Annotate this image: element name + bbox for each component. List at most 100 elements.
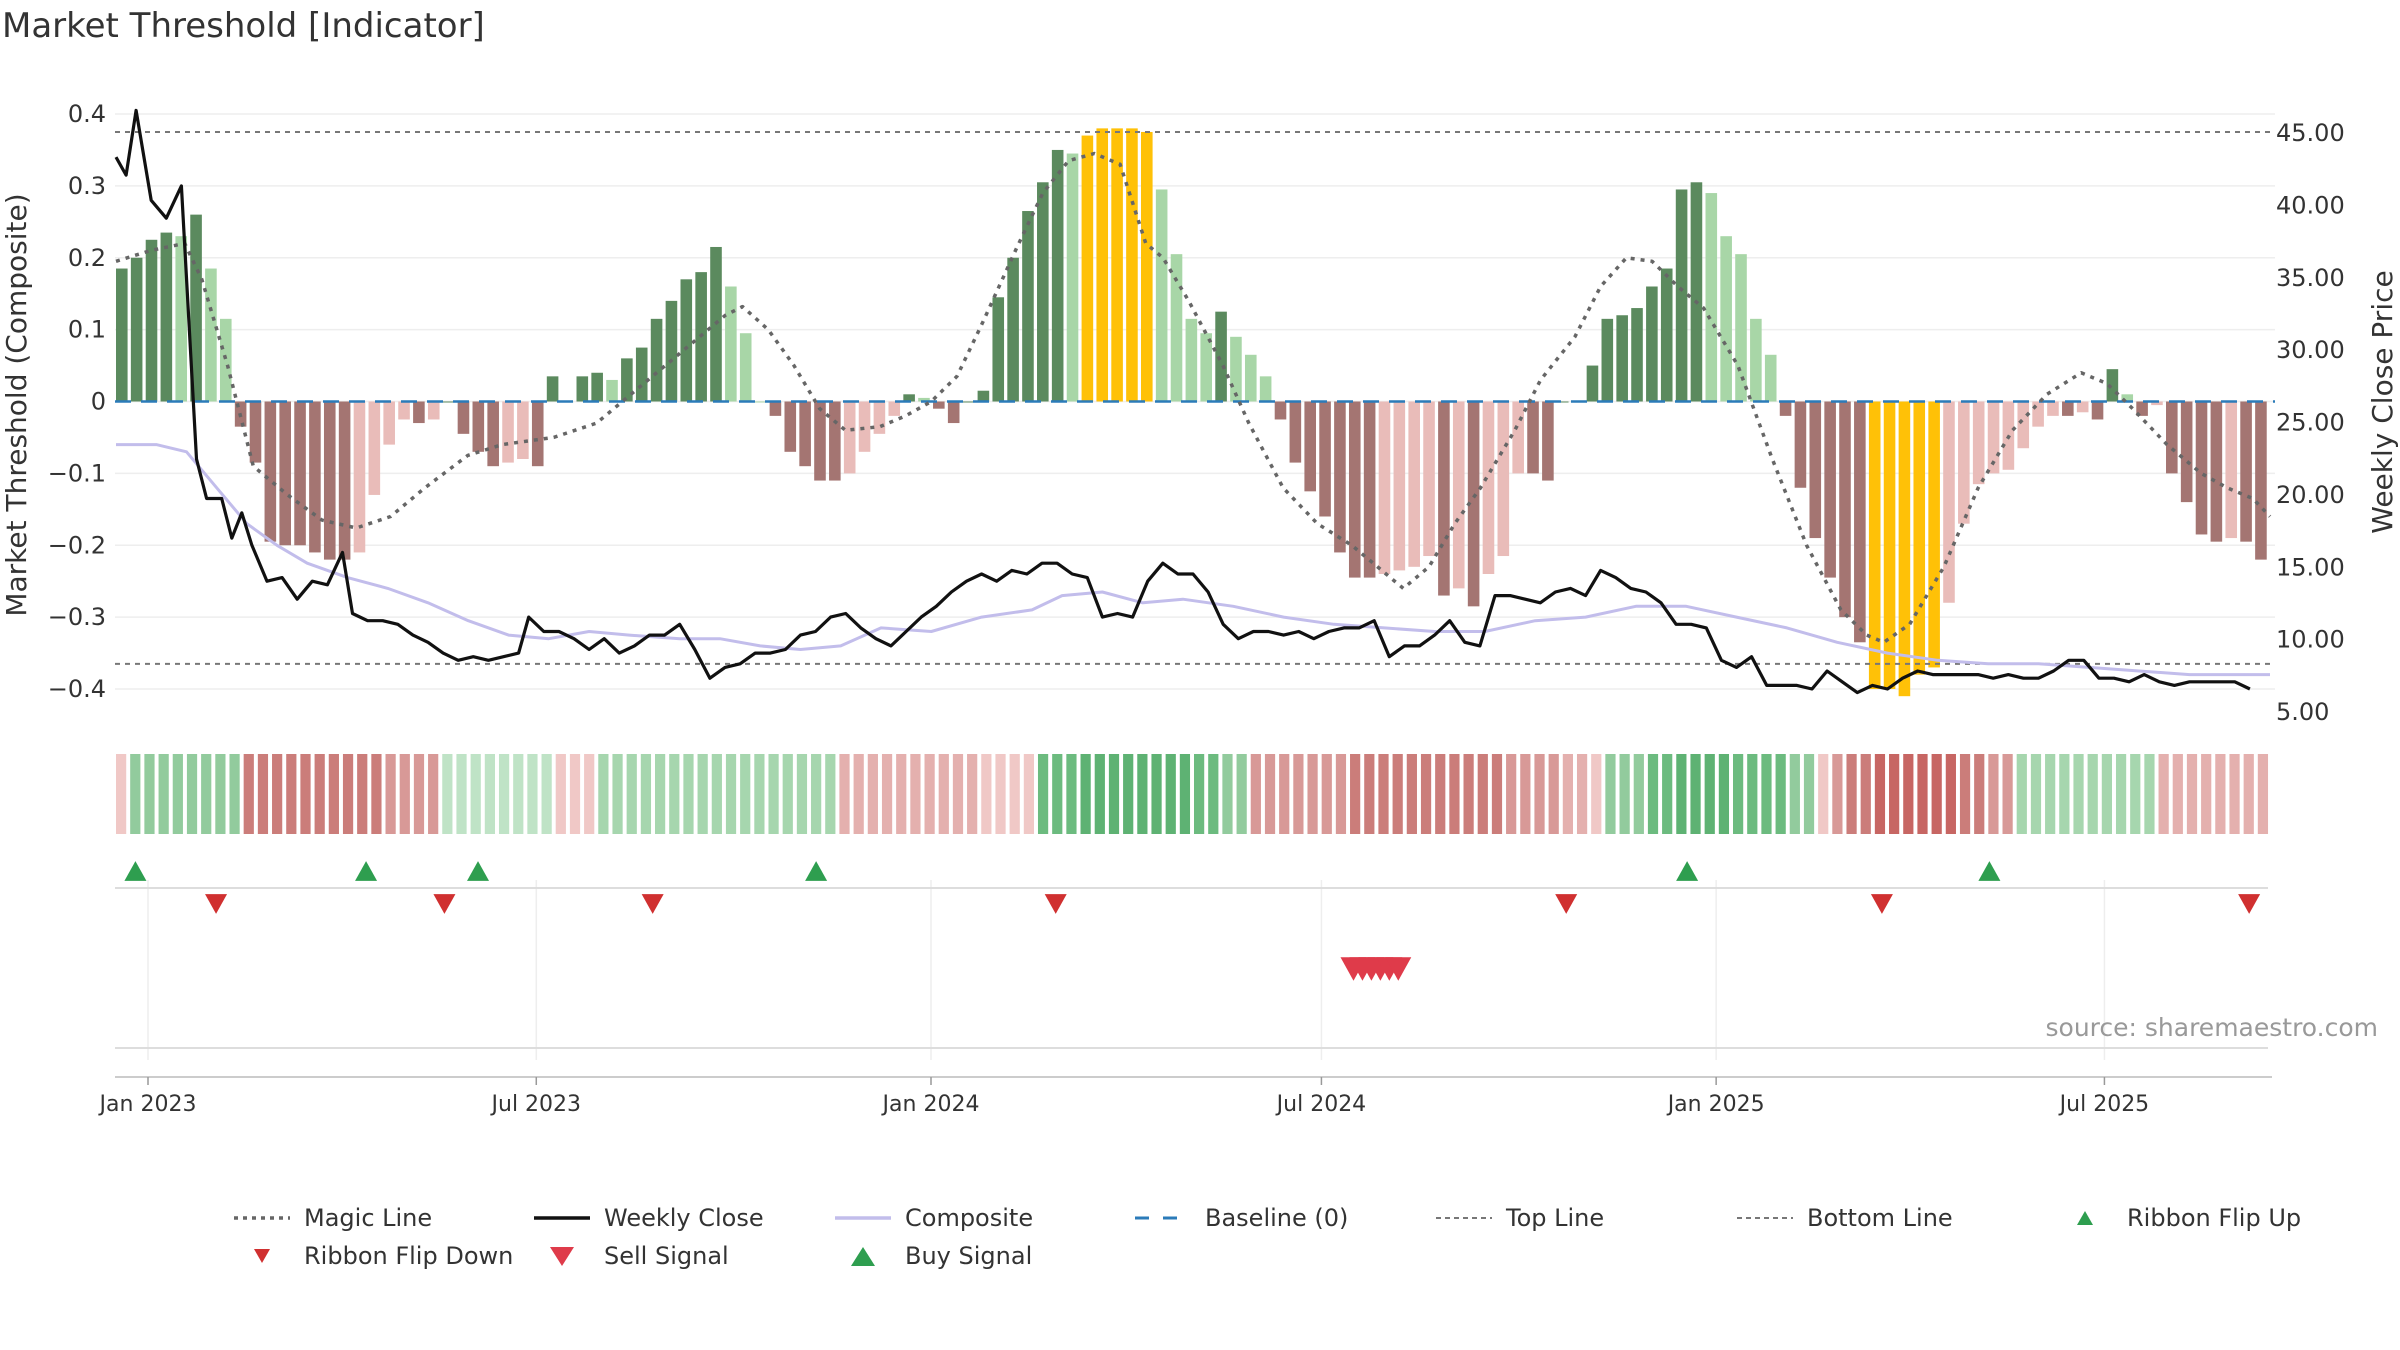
composite-bar	[829, 401, 841, 481]
ribbon-cell	[1307, 754, 1318, 834]
ribbon-cell	[1406, 754, 1417, 834]
composite-bar	[1928, 401, 1940, 668]
composite-bar	[1512, 401, 1524, 474]
ribbon-cell	[1165, 754, 1176, 834]
composite-bar	[1854, 401, 1866, 643]
ribbon-cell	[1477, 754, 1488, 834]
ribbon-cell	[1392, 754, 1403, 834]
ribbon-cell	[286, 754, 297, 834]
ribbon-cell	[952, 754, 964, 834]
ribbon-cell	[1747, 754, 1758, 834]
ribbon-cell	[1846, 754, 1857, 834]
legend-item: Ribbon Flip Up	[2055, 1204, 2301, 1232]
ribbon-cell	[1662, 754, 1673, 834]
ribbon-cell	[2158, 754, 2169, 834]
ribbon-cell	[1066, 754, 1077, 834]
composite-bar	[1155, 189, 1168, 402]
composite-bar	[947, 401, 960, 424]
composite-bar	[1081, 135, 1094, 402]
ribbon-cell	[626, 754, 637, 834]
composite-bar	[130, 257, 143, 402]
ribbon-cell	[2130, 754, 2141, 834]
ribbon-cell	[896, 754, 907, 834]
x-tick-label: Jul 2023	[490, 1092, 582, 1117]
ribbon-cell	[527, 754, 538, 834]
ribbon-cell	[1775, 754, 1786, 834]
legend-label: Ribbon Flip Down	[304, 1242, 514, 1270]
composite-line	[116, 443, 2270, 677]
legend-item: Ribbon Flip Down	[232, 1242, 513, 1270]
ribbon-cell	[1718, 754, 1730, 834]
composite-bar	[487, 401, 499, 467]
composite-bar	[368, 401, 381, 495]
ribbon-cell	[1917, 754, 1928, 834]
ribbon-cell	[215, 754, 226, 834]
ribbon-flip-up-marker	[467, 861, 490, 881]
composite-bar	[1705, 193, 1718, 402]
ribbon-flip-down-marker	[641, 894, 664, 914]
ribbon-cell	[1378, 754, 1389, 834]
ribbon-cell	[1491, 754, 1503, 834]
composite-bar	[739, 333, 752, 402]
composite-bar	[517, 401, 529, 459]
composite-bar	[665, 300, 678, 402]
ribbon-cell	[725, 754, 737, 834]
composite-bar	[1007, 257, 1019, 402]
ribbon-cell	[1179, 754, 1191, 834]
composite-bar	[264, 401, 277, 542]
signal-markers	[115, 861, 2268, 1049]
ribbon-flip-down-marker	[1555, 894, 1578, 914]
legend-label: Ribbon Flip Up	[2127, 1204, 2302, 1232]
ribbon-cell	[981, 754, 992, 834]
composite-bar	[2195, 401, 2208, 535]
composite-bar	[1378, 401, 1391, 574]
ribbon-cell	[1690, 754, 1701, 834]
ribbon-cell	[2257, 754, 2269, 834]
ribbon-flip-down-marker	[1044, 894, 1067, 914]
composite-bar	[962, 401, 975, 403]
composite-bar	[2121, 394, 2134, 402]
ribbon-cell	[1591, 754, 1602, 834]
composite-bar	[1185, 318, 1198, 402]
composite-bar	[1244, 354, 1257, 402]
ribbon-cell	[1009, 754, 1020, 834]
legend-swatch	[1135, 1216, 1191, 1220]
composite-bar	[1750, 318, 1762, 402]
composite-bar	[1824, 401, 1836, 578]
legend-swatch	[1737, 1217, 1793, 1219]
composite-bar	[1497, 401, 1510, 557]
ribbon-cell	[1903, 754, 1914, 834]
ribbon-cell	[853, 754, 864, 834]
composite-bar	[576, 376, 589, 402]
ribbon-cell	[1023, 754, 1035, 834]
y-left-tick-label: −0.4	[48, 675, 106, 703]
ribbon-cell	[399, 754, 410, 834]
ribbon-cell	[612, 754, 623, 834]
composite-bar	[457, 401, 470, 434]
y-left-tick-label: 0.3	[68, 172, 106, 200]
composite-bar	[353, 401, 366, 553]
ribbon-cell	[924, 754, 935, 834]
ribbon-cell	[158, 754, 169, 834]
composite-bar	[1348, 401, 1361, 578]
legend-swatch	[234, 1216, 290, 1220]
composite-bar	[1868, 401, 1881, 689]
composite-bar	[1601, 318, 1614, 402]
ribbon-flip-up-marker	[1676, 861, 1699, 881]
composite-bar	[1066, 153, 1079, 402]
composite-bar	[1452, 401, 1465, 589]
ribbon-cell	[498, 754, 510, 834]
composite-bar	[190, 214, 202, 402]
legend-swatch	[550, 1247, 574, 1266]
legend-item: Bottom Line	[1735, 1204, 1953, 1232]
composite-bar	[2166, 401, 2178, 474]
ribbon-cell	[1194, 754, 1205, 834]
ribbon-cell	[342, 754, 354, 834]
ribbon-flip-up-marker	[124, 861, 147, 881]
composite-bar	[1690, 182, 1703, 402]
ribbon-cell	[1576, 754, 1588, 834]
y-axis-right-label: Weekly Close Price	[2366, 270, 2399, 533]
ribbon-cell	[116, 754, 127, 834]
ribbon-cell	[711, 754, 722, 834]
ribbon-cell	[186, 754, 198, 834]
